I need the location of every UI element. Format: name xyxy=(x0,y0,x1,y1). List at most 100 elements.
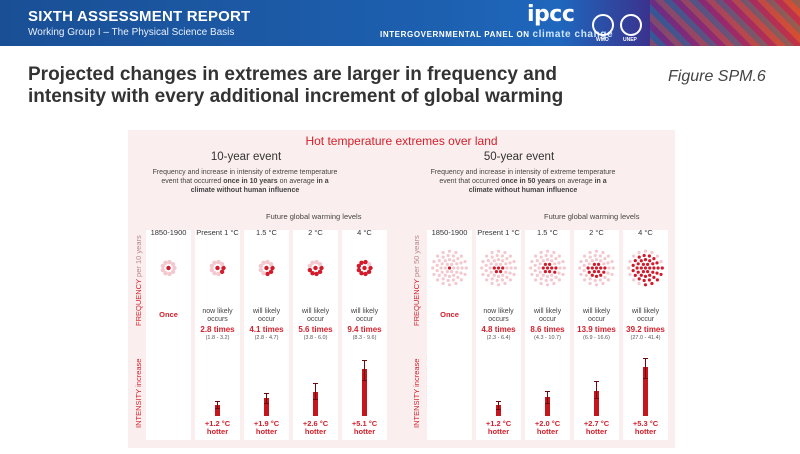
frequency-dot-empty xyxy=(539,250,543,255)
frequency-dot-empty xyxy=(501,259,505,263)
frequency-dot-empty xyxy=(496,274,501,278)
frequency-dot-empty xyxy=(212,270,217,276)
frequency-dot-empty xyxy=(628,272,632,277)
desc-text: Frequency and increase in intensity of e… xyxy=(430,169,616,185)
frequency-axis-label: FREQUENCY per 50 years xyxy=(412,235,421,326)
frequency-range: (6.9 - 16.6) xyxy=(583,335,610,341)
frequency-dot-empty xyxy=(441,250,445,255)
frequency-dot-filled xyxy=(631,269,635,273)
frequency-dot-filled xyxy=(639,273,643,277)
frequency-dot-empty xyxy=(557,271,561,275)
frequency-dot-empty xyxy=(607,266,611,270)
frequency-dot-empty xyxy=(550,259,554,263)
frequency-dot-empty xyxy=(460,266,464,270)
intensity-error-bar xyxy=(217,401,218,408)
desc-text: Frequency and increase in intensity of e… xyxy=(152,169,338,185)
event-title: 10-year event xyxy=(210,151,282,163)
frequency-dot-empty xyxy=(456,257,460,261)
frequency-dot-empty xyxy=(628,259,632,264)
frequency-dot-filled xyxy=(636,262,640,266)
frequency-dot-empty xyxy=(495,253,499,258)
frequency-dot-empty xyxy=(219,261,225,267)
intensity-value: +2.7 °C xyxy=(583,419,610,428)
frequency-dot-empty xyxy=(494,262,498,266)
chart-title: Hot temperature extremes over land xyxy=(305,134,498,148)
frequency-dot-empty xyxy=(561,272,565,277)
frequency-axis-label: FREQUENCY per 10 years xyxy=(134,235,143,326)
frequency-text: will likely occur xyxy=(350,308,379,323)
frequency-dot-empty xyxy=(508,261,512,265)
frequency-dot-empty xyxy=(557,261,561,265)
frequency-text: will likely occur xyxy=(631,308,660,323)
frequency-dot-filled xyxy=(319,265,324,271)
frequency-dot-empty xyxy=(463,272,467,277)
frequency-dot-filled xyxy=(313,265,318,271)
intensity-error-bar xyxy=(645,358,646,378)
frequency-dot-empty xyxy=(650,250,654,255)
frequency-dot-empty xyxy=(447,283,452,287)
frequency-dot-filled xyxy=(492,266,496,270)
frequency-axis-text: FREQUENCY xyxy=(412,276,421,326)
frequency-dot-empty xyxy=(588,277,592,281)
frequency-dot-filled xyxy=(594,266,599,270)
frequency-dot-filled xyxy=(553,270,557,274)
frequency-dot-filled xyxy=(548,262,552,266)
category-label: 1.5 °C xyxy=(256,228,277,237)
frequency-dot-empty xyxy=(538,262,542,266)
frequency-dot-empty xyxy=(588,281,592,286)
intensity-axis-label: INTENSITY increase xyxy=(134,358,143,428)
frequency-dot-empty xyxy=(593,253,597,258)
frequency-dot-empty xyxy=(601,250,605,255)
frequency-dot-empty xyxy=(435,269,439,273)
frequency-dot-empty xyxy=(463,259,467,264)
frequency-dot-empty xyxy=(583,254,587,258)
intensity-value-label: +5.1 °C hotter xyxy=(342,420,387,436)
frequency-dot-empty xyxy=(562,266,566,270)
frequency-dot-empty xyxy=(490,281,494,286)
frequency-dot-empty xyxy=(529,266,533,270)
header-banner: SIXTH ASSESSMENT REPORT Working Group I … xyxy=(0,0,800,46)
frequency-times-value: 2.8 times xyxy=(200,325,235,334)
frequency-dot-empty xyxy=(627,266,631,270)
ipcc-logo: ipcc xyxy=(527,2,575,27)
frequency-times-value: 4.8 times xyxy=(481,325,516,334)
desc-bold-once: once in 10 years xyxy=(223,178,278,185)
frequency-dot-filled xyxy=(307,267,313,273)
frequency-dot-empty xyxy=(594,249,599,253)
frequency-dot-empty xyxy=(436,278,440,282)
frequency-dot-filled xyxy=(637,255,641,259)
frequency-dot-empty xyxy=(508,254,512,258)
frequency-dot-empty xyxy=(530,259,534,264)
frequency-dot-filled xyxy=(219,269,225,275)
frequency-dot-empty xyxy=(505,266,509,270)
error-cap-bottom xyxy=(496,408,501,410)
frequency-dot-filled xyxy=(639,266,643,270)
frequency-dot-grid xyxy=(578,249,615,287)
intensity-bar xyxy=(215,404,220,416)
error-cap-bottom xyxy=(643,377,648,379)
frequency-dot-empty xyxy=(485,254,489,258)
frequency-dot-empty xyxy=(496,258,501,262)
frequency-dot-filled xyxy=(543,270,547,274)
hotter-label: hotter xyxy=(206,427,229,436)
intensity-error-bar xyxy=(596,380,597,399)
unep-label: UNEP xyxy=(623,37,637,43)
frequency-dot-empty xyxy=(446,253,450,258)
frequency-dot-empty xyxy=(484,263,488,267)
frequency-dot-empty xyxy=(432,259,436,264)
frequency-dot-empty xyxy=(317,261,323,267)
ipcc-panel-text: INTERGOVERNMENTAL PANEL ON climate chang… xyxy=(380,29,613,40)
frequency-dot-empty xyxy=(535,273,539,278)
frequency-dot-empty xyxy=(451,278,455,282)
frequency-dot-empty xyxy=(499,262,503,266)
frequency-dot-empty xyxy=(553,262,557,266)
frequency-dot-empty xyxy=(590,259,594,263)
frequency-dot-empty xyxy=(584,258,588,263)
frequency-dot-empty xyxy=(588,255,592,259)
frequency-dot-empty xyxy=(545,258,550,262)
panel-text-em: climate change xyxy=(532,29,614,40)
frequency-dot-empty xyxy=(603,275,607,279)
frequency-dot-filled xyxy=(362,265,367,271)
frequency-dot-filled xyxy=(368,265,373,271)
category-label: Present 1 °C xyxy=(196,228,239,237)
